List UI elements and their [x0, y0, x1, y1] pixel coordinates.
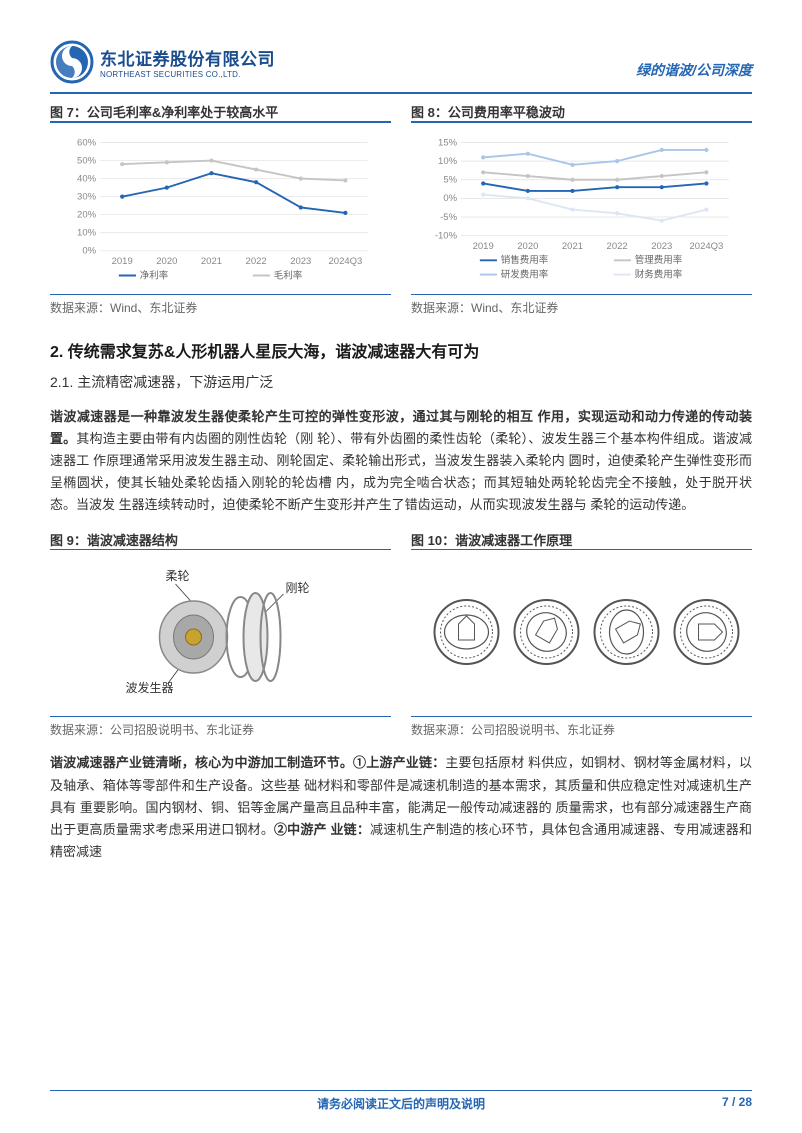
- para1-body: 其构造主要由带有内齿圈的刚性齿轮（刚 轮）、带有外齿圈的柔性齿轮（柔轮）、波发生…: [50, 431, 752, 512]
- fig8-source: 数据来源：Wind、东北证券: [411, 294, 752, 316]
- logo-block: 东北证券股份有限公司 NORTHEAST SECURITIES CO.,LTD.: [50, 40, 275, 84]
- header-divider: [50, 92, 752, 94]
- figure-7: 图 7：公司毛利率&净利率处于较高水平 0% 10% 20% 30% 40% 50% 60%…: [50, 102, 391, 316]
- fig10-diagram: [411, 552, 752, 712]
- figure-9: 图 9：谐波减速器结构 柔轮 刚轮 波发生器 数据来源：公司招股说明书、东北证券: [50, 530, 391, 739]
- section-2-1-heading: 2.1. 主流精密减速器，下游运用广泛: [50, 372, 752, 392]
- svg-text:2023: 2023: [290, 256, 311, 267]
- svg-text:40%: 40%: [77, 173, 97, 184]
- svg-text:2022: 2022: [246, 256, 267, 267]
- logo-chinese: 东北证券股份有限公司: [100, 45, 275, 70]
- para2-bold2: ②中游产 业链：: [274, 822, 370, 837]
- svg-text:净利率: 净利率: [140, 269, 169, 281]
- page-header: 东北证券股份有限公司 NORTHEAST SECURITIES CO.,LTD.…: [50, 40, 752, 84]
- svg-text:财务费用率: 财务费用率: [635, 268, 683, 280]
- svg-text:-5%: -5%: [440, 211, 457, 222]
- logo-english: NORTHEAST SECURITIES CO.,LTD.: [100, 70, 275, 79]
- svg-text:15%: 15%: [438, 137, 458, 148]
- footer-page-number: 7 / 28: [722, 1095, 752, 1109]
- fig7-title: 图 7：公司毛利率&净利率处于较高水平: [50, 102, 391, 121]
- svg-text:2024Q3: 2024Q3: [690, 240, 724, 251]
- svg-text:2023: 2023: [651, 240, 672, 251]
- page-footer: 请务必阅读正文后的声明及说明 7 / 28: [50, 1090, 752, 1109]
- label-rouwheel: 柔轮: [166, 569, 190, 583]
- logo-icon: [50, 40, 94, 84]
- svg-text:2022: 2022: [607, 240, 628, 251]
- svg-text:10%: 10%: [77, 227, 97, 238]
- fig7-chart: 0% 10% 20% 30% 40% 50% 60% 2019 2020 2021 2022 2023…: [55, 133, 386, 285]
- fig7-source: 数据来源：Wind、东北证券: [50, 294, 391, 316]
- fig10-title: 图 10：谐波减速器工作原理: [411, 530, 752, 549]
- svg-text:2020: 2020: [156, 256, 177, 267]
- header-subtitle: 绿的谐波/公司深度: [636, 60, 752, 80]
- label-wave: 波发生器: [126, 680, 174, 695]
- svg-text:管理费用率: 管理费用率: [635, 254, 683, 266]
- svg-text:毛利率: 毛利率: [274, 269, 303, 281]
- figure-8: 图 8：公司费用率平稳波动 -10% -5% 0% 5% 10% 15% 2019 2020 2…: [411, 102, 752, 316]
- paragraph-1: 谐波减速器是一种靠波发生器使柔轮产生可控的弹性变形波，通过其与刚轮的相互 作用，…: [50, 406, 752, 516]
- svg-text:2019: 2019: [473, 240, 494, 251]
- svg-text:研发费用率: 研发费用率: [501, 268, 549, 280]
- svg-text:2020: 2020: [517, 240, 538, 251]
- paragraph-2: 谐波减速器产业链清晰，核心为中游加工制造环节。①上游产业链：主要包括原材 料供应…: [50, 752, 752, 862]
- svg-text:60%: 60%: [77, 137, 97, 148]
- svg-text:0%: 0%: [82, 245, 96, 256]
- svg-text:30%: 30%: [77, 191, 97, 202]
- fig9-source: 数据来源：公司招股说明书、东北证券: [50, 716, 391, 738]
- fig8-title: 图 8：公司费用率平稳波动: [411, 102, 752, 121]
- fig9-diagram: 柔轮 刚轮 波发生器: [50, 552, 391, 712]
- svg-text:50%: 50%: [77, 155, 97, 166]
- footer-disclaimer: 请务必阅读正文后的声明及说明: [317, 1095, 485, 1112]
- svg-text:2024Q3: 2024Q3: [329, 256, 363, 267]
- figure-row-1: 图 7：公司毛利率&净利率处于较高水平 0% 10% 20% 30% 40% 50% 60%…: [50, 102, 752, 316]
- gear-step-4: [675, 600, 739, 664]
- section-2-heading: 2. 传统需求复苏&人形机器人星辰大海，谐波减速器大有可为: [50, 338, 752, 362]
- gear-step-3: [595, 600, 659, 664]
- svg-text:2021: 2021: [201, 256, 222, 267]
- svg-text:-10%: -10%: [435, 230, 458, 241]
- label-gangwheel: 刚轮: [286, 581, 310, 595]
- fig9-title: 图 9：谐波减速器结构: [50, 530, 391, 549]
- fig8-chart: -10% -5% 0% 5% 10% 15% 2019 2020 2021 2022 2023 202…: [416, 133, 747, 285]
- svg-text:0%: 0%: [443, 193, 457, 204]
- figure-10: 图 10：谐波减速器工作原理: [411, 530, 752, 739]
- gear-step-2: [515, 600, 579, 664]
- svg-text:20%: 20%: [77, 209, 97, 220]
- svg-text:2019: 2019: [112, 256, 133, 267]
- svg-text:10%: 10%: [438, 155, 458, 166]
- svg-text:销售费用率: 销售费用率: [501, 254, 549, 266]
- figure-row-2: 图 9：谐波减速器结构 柔轮 刚轮 波发生器 数据来源：公司招股说明书、东北证券: [50, 530, 752, 739]
- svg-text:5%: 5%: [443, 174, 457, 185]
- para2-bold1: 谐波减速器产业链清晰，核心为中游加工制造环节。①上游产业链：: [50, 755, 445, 770]
- svg-text:2021: 2021: [562, 240, 583, 251]
- gear-step-1: [435, 600, 499, 664]
- fig10-source: 数据来源：公司招股说明书、东北证券: [411, 716, 752, 738]
